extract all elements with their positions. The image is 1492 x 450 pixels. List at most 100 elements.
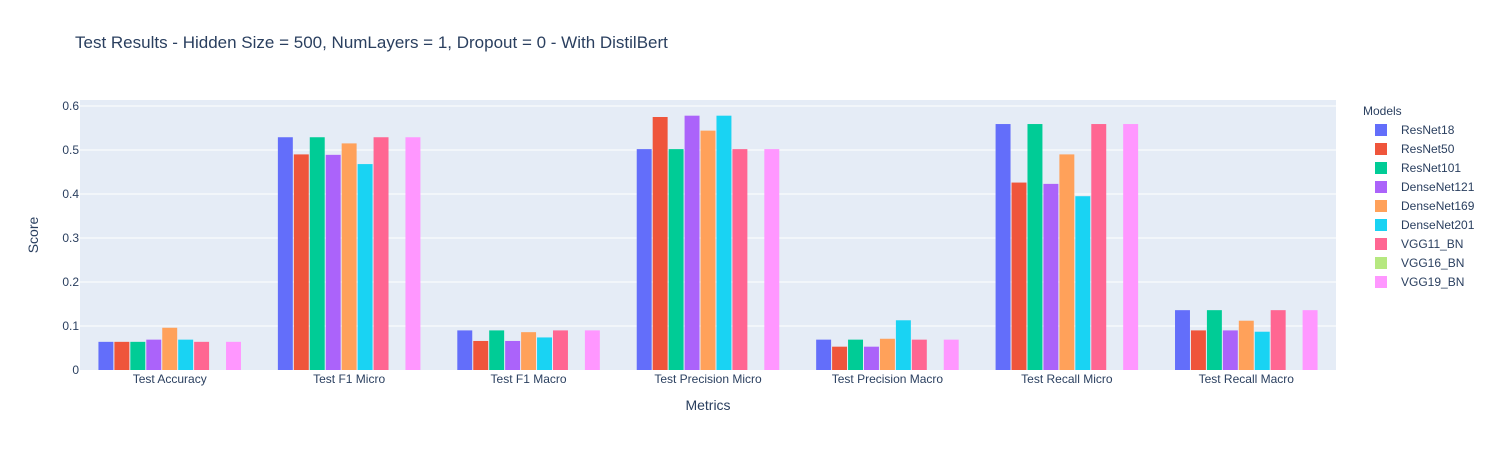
bar: [1222, 330, 1238, 370]
y-tick-label: 0.5: [62, 143, 79, 157]
y-axis-title: Score: [25, 217, 41, 254]
bar: [1075, 196, 1091, 370]
bar: [325, 154, 341, 370]
legend-swatch: [1375, 257, 1387, 269]
legend-swatch: [1375, 181, 1387, 193]
legend-label: ResNet101: [1401, 161, 1461, 175]
bar: [114, 341, 130, 370]
legend-swatch: [1375, 238, 1387, 250]
legend-title: Models: [1363, 104, 1402, 118]
bar: [537, 337, 552, 370]
bar: [130, 341, 146, 370]
bar: [98, 341, 114, 370]
bar: [668, 149, 684, 370]
bar: [1302, 310, 1318, 370]
bar: [489, 330, 505, 370]
x-tick-label: Test Recall Micro: [1021, 372, 1113, 386]
bar: [505, 340, 521, 370]
bar: [1011, 182, 1027, 370]
legend-item: DenseNet201: [1375, 218, 1475, 232]
bar: [764, 149, 780, 370]
chart-title: Test Results - Hidden Size = 500, NumLay…: [75, 33, 668, 52]
y-tick-label: 0.6: [62, 99, 79, 113]
bar: [226, 341, 241, 370]
bar: [277, 137, 293, 370]
bar: [864, 346, 879, 370]
bar: [1190, 330, 1206, 370]
bar: [652, 117, 668, 370]
bar: [879, 338, 895, 370]
legend-swatch: [1375, 200, 1387, 212]
x-tick-label: Test F1 Micro: [313, 372, 385, 386]
bar: [194, 341, 210, 370]
bar: [700, 130, 716, 370]
y-tick-label: 0: [72, 363, 79, 377]
y-tick-label: 0.1: [62, 319, 79, 333]
bar: [1254, 331, 1270, 370]
y-tick-label: 0.3: [62, 231, 79, 245]
x-tick-labels: Test Accuracy Test F1 Micro Test F1 Macro T…: [133, 372, 1295, 386]
bar: [405, 137, 421, 370]
legend-item: ResNet50: [1375, 142, 1455, 156]
legend-item: DenseNet121: [1375, 180, 1475, 194]
legend-label: VGG11_BN: [1401, 237, 1463, 251]
bar: [457, 330, 473, 370]
legend-item: VGG19_BN: [1375, 275, 1464, 289]
legend-item: VGG16_BN: [1375, 256, 1464, 270]
bar: [1027, 124, 1043, 370]
legend-label: DenseNet121: [1401, 180, 1475, 194]
bar: [995, 124, 1011, 370]
legend-item: DenseNet169: [1375, 199, 1475, 213]
x-tick-label: Test Accuracy: [133, 372, 207, 386]
legend-item: ResNet18: [1375, 123, 1455, 137]
bar: [1238, 320, 1254, 370]
bar: [732, 149, 748, 370]
bar: [552, 330, 568, 370]
bar: [1175, 310, 1190, 370]
bar: [146, 339, 162, 370]
x-tick-label: Test Precision Macro: [832, 372, 944, 386]
x-tick-label: Test F1 Macro: [491, 372, 567, 386]
bar: [309, 137, 325, 370]
bar: [911, 339, 927, 370]
legend-swatch: [1375, 276, 1387, 288]
bar: [357, 164, 373, 370]
legend: ResNet18 ResNet50 ResNet101 DenseNet121 Dens…: [1375, 123, 1475, 289]
legend-swatch: [1375, 162, 1387, 174]
bars: [98, 115, 1318, 371]
bar: [832, 346, 848, 370]
bar: [1043, 183, 1059, 370]
legend-label: ResNet18: [1401, 123, 1455, 137]
bar: [373, 137, 389, 370]
legend-label: VGG19_BN: [1401, 275, 1464, 289]
legend-label: DenseNet201: [1401, 218, 1475, 232]
y-tick-label: 0.2: [62, 275, 79, 289]
legend-item: VGG11_BN: [1375, 237, 1463, 251]
bar: [943, 339, 959, 370]
legend-label: ResNet50: [1401, 142, 1455, 156]
bar: [293, 154, 309, 370]
legend-swatch: [1375, 124, 1387, 136]
bar: [684, 115, 700, 371]
bar: [341, 143, 357, 370]
bar: [162, 327, 178, 370]
legend-label: DenseNet169: [1401, 199, 1475, 213]
x-axis-title: Metrics: [685, 397, 730, 413]
bar: [1091, 124, 1107, 370]
legend-label: VGG16_BN: [1401, 256, 1464, 270]
bar: [848, 339, 864, 370]
bar: [716, 115, 732, 371]
bar: [1206, 310, 1222, 370]
bar: [636, 149, 652, 370]
bar: [895, 320, 911, 370]
bar: [473, 340, 489, 370]
x-tick-label: Test Precision Micro: [654, 372, 762, 386]
y-tick-label: 0.4: [62, 187, 79, 201]
bar: [584, 330, 600, 370]
x-tick-label: Test Recall Macro: [1199, 372, 1295, 386]
bar: [1059, 154, 1075, 370]
legend-item: ResNet101: [1375, 161, 1461, 175]
bar: [1123, 124, 1139, 370]
